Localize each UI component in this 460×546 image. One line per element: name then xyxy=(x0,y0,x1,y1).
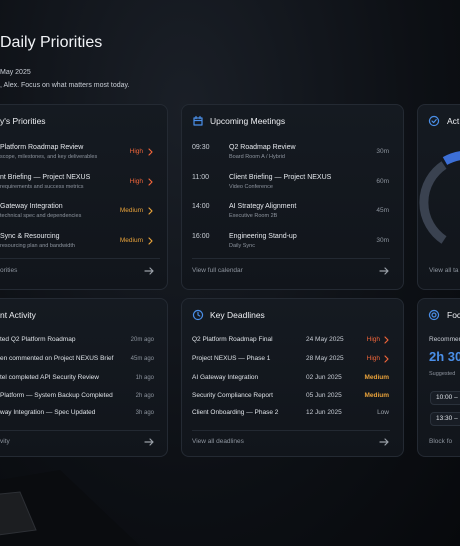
priority-badge: Medium xyxy=(364,391,389,399)
arrow-icon xyxy=(144,267,154,275)
target-icon xyxy=(428,309,440,321)
view-all-link[interactable]: View all ta xyxy=(429,266,459,274)
activity-text: tel completed API Security Review xyxy=(0,373,99,381)
date: May 2025 xyxy=(0,68,31,76)
check-icon xyxy=(428,115,440,127)
card-title: Key Deadlines xyxy=(210,309,265,320)
task-subtitle: requirements and success metrics xyxy=(0,184,84,191)
activity-time: 1h ago xyxy=(135,375,154,381)
meeting-title: AI Strategy Alignment xyxy=(229,202,297,210)
view-all-link[interactable]: Block fo xyxy=(429,437,453,445)
donut-arc-active xyxy=(442,151,460,166)
chevron xyxy=(148,207,153,215)
arrow-icon xyxy=(379,267,389,275)
deadline-date: 28 May 2025 xyxy=(306,354,344,362)
card-title: Upcoming Meetings xyxy=(210,115,286,126)
arrow-icon xyxy=(379,438,389,446)
meetings-card xyxy=(181,104,404,290)
activity-text: Platform — System Backup Completed xyxy=(0,391,113,399)
activity-time: 2h ago xyxy=(135,393,154,399)
focus-card xyxy=(417,298,460,457)
view-all-link[interactable]: orities xyxy=(0,266,18,274)
priority-badge: Medium xyxy=(119,206,143,214)
priority-badge: High xyxy=(129,177,143,185)
card-title: Act xyxy=(447,115,460,126)
view-all-link[interactable]: vity xyxy=(0,437,10,445)
priorities-card xyxy=(0,104,168,290)
priority-badge: High xyxy=(129,147,143,155)
greeting: , Alex. Focus on what matters most today… xyxy=(0,81,130,89)
activity-time: 45m ago xyxy=(130,356,154,362)
deadline-date: 02 Jun 2025 xyxy=(306,373,342,381)
priority-badge: Medium xyxy=(364,373,389,381)
meeting-location: Video Conference xyxy=(229,184,273,191)
task-subtitle: scope, milestones, and key deliverables xyxy=(0,154,98,161)
meeting-location: Executive Room 2B xyxy=(229,213,278,220)
meeting-location: Board Room A / Hybrid xyxy=(229,154,285,161)
time-slot[interactable]: 10:00 – xyxy=(430,390,460,406)
priority-badge: Medium xyxy=(119,236,143,244)
meeting-duration: 30m xyxy=(376,147,389,155)
deadline-title: AI Gateway Integration xyxy=(192,373,259,381)
chevron xyxy=(148,237,153,245)
deadline-title: Security Compliance Report xyxy=(192,391,273,399)
focus-duration: 2h 30 xyxy=(429,348,460,364)
deadline-date: 05 Jun 2025 xyxy=(306,391,342,399)
view-all-link[interactable]: View all deadlines xyxy=(192,437,244,445)
activity-time: 20m ago xyxy=(130,337,154,343)
activity-time: 3h ago xyxy=(135,410,154,416)
task-title: nt Briefing — Project NEXUS xyxy=(0,173,91,181)
divider xyxy=(192,258,390,259)
notebook xyxy=(0,491,37,536)
card-title: Foc xyxy=(447,309,460,320)
meeting-time: 16:00 xyxy=(192,232,210,240)
arrow-icon xyxy=(144,438,154,446)
deadline-title: Q2 Platform Roadmap Final xyxy=(192,335,273,343)
task-title: Gateway Integration xyxy=(0,202,63,210)
meeting-time: 11:00 xyxy=(192,173,209,181)
card-title: y's Priorities xyxy=(0,115,46,126)
task-subtitle: resourcing plan and bandwidth xyxy=(0,243,75,250)
activity-text: en commented on Project NEXUS Brief xyxy=(0,354,114,362)
task-subtitle: technical spec and dependencies xyxy=(0,213,82,220)
meeting-duration: 60m xyxy=(376,177,389,185)
card-title: nt Activity xyxy=(0,309,36,320)
divider xyxy=(0,430,160,431)
view-all-link[interactable]: View full calendar xyxy=(192,266,243,274)
priority-badge: High xyxy=(366,335,380,343)
chevron xyxy=(384,355,389,363)
deadline-title: Project NEXUS — Phase 1 xyxy=(192,354,271,362)
chevron xyxy=(148,148,153,156)
task-title: Platform Roadmap Review xyxy=(0,143,84,151)
deadline-date: 24 May 2025 xyxy=(306,335,344,343)
chevron xyxy=(148,178,153,186)
deadline-date: 12 Jun 2025 xyxy=(306,408,342,416)
deadline-title: Client Onboarding — Phase 2 xyxy=(192,408,279,416)
divider xyxy=(192,430,390,431)
chevron xyxy=(384,336,389,344)
meeting-title: Engineering Stand-up xyxy=(229,232,297,240)
meeting-time: 14:00 xyxy=(192,202,210,210)
meeting-duration: 30m xyxy=(376,236,389,244)
meeting-location: Daily Sync xyxy=(229,243,255,250)
time-slot[interactable]: 13:30 – xyxy=(430,411,460,427)
activity-text: way Integration — Spec Updated xyxy=(0,408,96,416)
meeting-title: Q2 Roadmap Review xyxy=(229,143,296,151)
meeting-duration: 45m xyxy=(376,206,389,214)
focus-sublabel: Suggested xyxy=(429,371,456,378)
meeting-time: 09:30 xyxy=(192,143,210,151)
meeting-title: Client Briefing — Project NEXUS xyxy=(229,173,332,181)
divider xyxy=(0,258,160,259)
priority-badge: Low xyxy=(377,408,389,416)
focus-label: Recommen xyxy=(429,335,460,343)
donut-arc xyxy=(419,161,447,244)
task-title: Sync & Resourcing xyxy=(0,232,60,240)
clock-icon xyxy=(192,309,204,321)
priority-badge: High xyxy=(366,354,380,362)
activity-text: ted Q2 Platform Roadmap xyxy=(0,335,76,343)
page-title: Daily Priorities xyxy=(0,34,103,51)
calendar-icon xyxy=(193,115,203,126)
